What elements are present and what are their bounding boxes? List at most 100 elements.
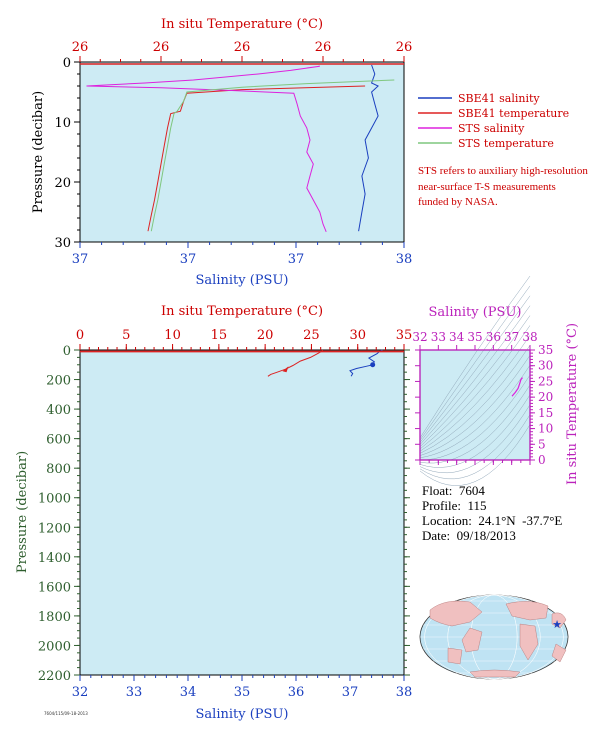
ts-density-contour	[419, 364, 531, 459]
bottom-temperature-tick-label: 15	[211, 328, 228, 343]
bottom-temperature-tick-label: 30	[349, 328, 366, 343]
ts-density-contour	[419, 345, 531, 454]
bottom-temperature-tick-label: 35	[396, 328, 413, 343]
top-temperature-tick-label: 26	[315, 40, 332, 55]
map-landmass-5	[447, 647, 463, 665]
float-id: Float: 7604	[422, 483, 485, 498]
ts-salinity-tick-label: 36	[486, 330, 501, 344]
top-chart: 0 10 20 30 26 26 26 26 26 37 37 37 38 In situ Temper…	[31, 17, 412, 288]
legend-label-3: STS temperature	[458, 137, 554, 150]
ts-density-contour	[419, 384, 531, 464]
ts-density-contour	[419, 414, 531, 480]
map-landmass-7	[469, 669, 521, 678]
ts-profile-line	[511, 377, 524, 397]
bottom-chart: 0200400600800100012001400160018002000220…	[15, 304, 412, 722]
top-chart-legend: SBE41 salinity SBE41 temperature STS salin…	[418, 92, 569, 150]
bottom-pressure-tick-label: 1800	[38, 610, 71, 625]
date: Date: 09/18/2013	[422, 528, 516, 543]
float-info-panel: Float: 7604 Profile: 115 Location: 24.1°…	[422, 483, 562, 543]
sts-note: STS refers to auxiliary high-resolution …	[418, 165, 588, 208]
top-chart-plot-area	[79, 61, 405, 243]
bottom-salinity-marker	[370, 362, 376, 368]
ts-temperature-tick-label: 5	[538, 437, 546, 451]
ts-salinity-tick-label: 33	[431, 330, 446, 344]
bottom-temperature-tick-label: 20	[257, 328, 274, 343]
legend-label-2: STS salinity	[458, 122, 525, 135]
top-salinity-tick-label: 37	[180, 252, 197, 267]
map-landmass-2	[505, 601, 549, 621]
ts-temperature-tick-label: 25	[538, 374, 553, 388]
map-landmass-4	[551, 612, 567, 629]
top-salinity-tick-label: 38	[396, 252, 413, 267]
bottom-pressure-tick-label: 600	[46, 433, 71, 448]
ts-diagram-salinity-label: Salinity (PSU)	[429, 305, 522, 320]
bottom-temperature-tick-label: 25	[303, 328, 320, 343]
bottom-temperature-tick-label: 0	[76, 328, 84, 343]
bottom-salinity-tick-label: 38	[396, 685, 413, 700]
bottom-pressure-tick-label: 200	[46, 374, 71, 389]
top-pressure-tick-label: 10	[54, 116, 71, 131]
top-chart-salinity-label: Salinity (PSU)	[196, 273, 289, 288]
bottom-salinity-tick-label: 36	[288, 685, 305, 700]
bottom-temperature-tick-label: 5	[122, 328, 130, 343]
bottom-pressure-tick-label: 1000	[38, 492, 71, 507]
location: Location: 24.1°N -37.7°E	[422, 513, 563, 528]
world-map: ★	[419, 594, 569, 680]
bottom-pressure-tick-label: 1400	[38, 551, 71, 566]
ts-temperature-tick-label: 10	[538, 422, 553, 436]
bottom-pressure-tick-label: 400	[46, 403, 71, 418]
legend-label-0: SBE41 salinity	[458, 92, 540, 105]
bottom-salinity-tick-label: 33	[126, 685, 143, 700]
bottom-chart-temperature-label: In situ Temperature (°C)	[161, 304, 323, 319]
bottom-salinity-tick-label: 35	[234, 685, 251, 700]
ts-salinity-tick-label: 32	[412, 330, 427, 344]
float-location-marker: ★	[552, 618, 562, 631]
map-landmass-6	[551, 643, 567, 663]
top-series-line-3	[150, 79, 395, 232]
top-chart-temperature-label: In situ Temperature (°C)	[161, 17, 323, 32]
top-temperature-tick-label: 26	[153, 40, 170, 55]
footer-id: 7604/115/09-18-2013	[44, 711, 88, 716]
top-temperature-tick-label: 26	[396, 40, 413, 55]
ts-density-contour	[419, 295, 531, 443]
map-landmass-0	[429, 600, 483, 627]
top-pressure-tick-label: 20	[54, 176, 71, 191]
ts-salinity-tick-label: 35	[467, 330, 482, 344]
bottom-pressure-tick-label: 2200	[38, 669, 71, 684]
ts-density-contour	[419, 424, 531, 486]
bottom-temperature-tick-label: 10	[164, 328, 181, 343]
bottom-chart-salinity-label: Salinity (PSU)	[196, 707, 289, 722]
ts-temperature-tick-label: 35	[538, 343, 553, 357]
ts-salinity-tick-label: 38	[522, 330, 537, 344]
ts-density-contour	[419, 285, 531, 441]
ts-temperature-tick-label: 20	[538, 390, 553, 404]
ts-temperature-tick-label: 30	[538, 359, 553, 373]
ts-density-contour	[419, 325, 531, 450]
bottom-chart-plot-area	[79, 349, 405, 676]
bottom-salinity-tick-label: 37	[342, 685, 359, 700]
map-landmass-1	[461, 627, 483, 653]
bottom-pressure-tick-label: 2000	[38, 639, 71, 654]
ts-density-contour	[419, 275, 531, 439]
top-temperature-tick-label: 26	[234, 40, 251, 55]
bottom-salinity-tick-label: 34	[180, 685, 197, 700]
top-pressure-tick-label: 30	[54, 236, 71, 251]
ts-density-contour	[419, 374, 531, 461]
ts-density-contour	[419, 335, 531, 452]
ts-diagram-temperature-label: In situ Temperature (°C)	[565, 323, 580, 485]
ts-density-contour	[419, 305, 531, 445]
bottom-pressure-tick-label: 0	[63, 344, 71, 359]
ts-density-contour	[419, 315, 531, 447]
bottom-chart-pressure-label: Pressure (decibar)	[15, 451, 30, 573]
bottom-pressure-tick-label: 1600	[38, 580, 71, 595]
top-series-line-2	[86, 65, 327, 232]
top-salinity-tick-label: 37	[288, 252, 305, 267]
bottom-temperature-marker	[282, 366, 289, 373]
ts-density-contour	[419, 394, 531, 468]
top-temperature-tick-label: 26	[72, 40, 89, 55]
legend-label-1: SBE41 temperature	[458, 107, 569, 120]
ts-temperature-tick-label: 15	[538, 406, 553, 420]
ts-density-contour	[419, 355, 531, 456]
